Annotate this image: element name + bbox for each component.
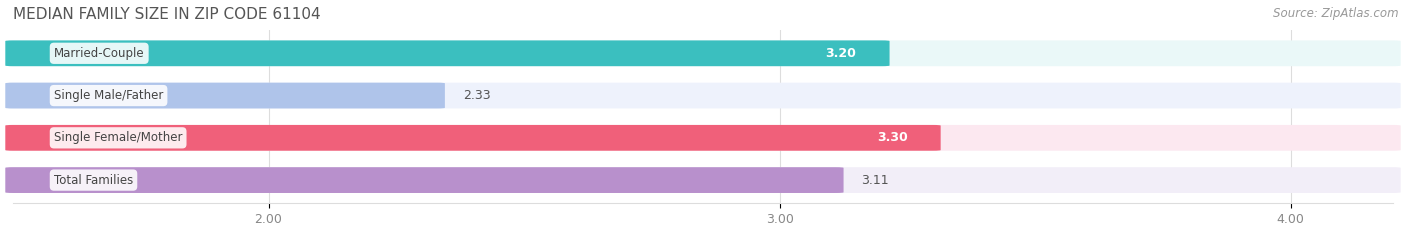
Text: Total Families: Total Families (53, 174, 134, 187)
Text: 3.11: 3.11 (862, 174, 889, 187)
FancyBboxPatch shape (6, 40, 890, 66)
FancyBboxPatch shape (6, 40, 1400, 66)
Text: MEDIAN FAMILY SIZE IN ZIP CODE 61104: MEDIAN FAMILY SIZE IN ZIP CODE 61104 (13, 7, 321, 22)
Text: 3.20: 3.20 (825, 47, 856, 60)
FancyBboxPatch shape (6, 167, 844, 193)
FancyBboxPatch shape (6, 83, 1400, 108)
FancyBboxPatch shape (6, 125, 1400, 151)
Text: Married-Couple: Married-Couple (53, 47, 145, 60)
Text: 3.30: 3.30 (877, 131, 907, 144)
Text: Single Female/Mother: Single Female/Mother (53, 131, 183, 144)
Text: Single Male/Father: Single Male/Father (53, 89, 163, 102)
FancyBboxPatch shape (6, 125, 941, 151)
Text: 2.33: 2.33 (463, 89, 491, 102)
FancyBboxPatch shape (6, 83, 444, 108)
Text: Source: ZipAtlas.com: Source: ZipAtlas.com (1274, 7, 1399, 20)
FancyBboxPatch shape (6, 167, 1400, 193)
